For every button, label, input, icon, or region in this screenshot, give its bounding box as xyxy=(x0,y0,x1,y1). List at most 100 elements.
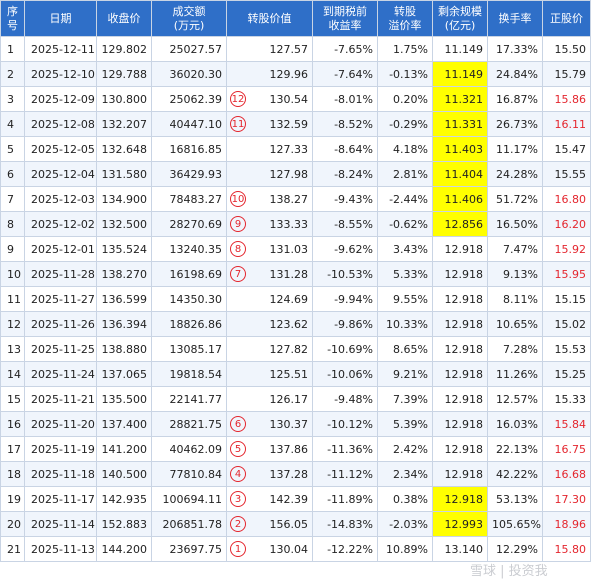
turnover-amount-cell: 78483.27 xyxy=(151,186,227,212)
stock-price-cell: 15.33 xyxy=(542,386,591,412)
ytm-cell: -11.36% xyxy=(312,436,378,462)
conversion-value-cell: 9 133.33 xyxy=(226,211,313,237)
column-header-line1: 转股 xyxy=(394,4,416,18)
stock-price-cell: 16.68 xyxy=(542,461,591,487)
turnover-rate-cell: 24.84% xyxy=(487,61,543,87)
conversion-value-text: 127.98 xyxy=(269,167,309,181)
remaining-size-cell: 11.404 xyxy=(432,161,488,187)
column-header: 到期税前 收益率 xyxy=(312,0,378,37)
turnover-rate-cell: 22.13% xyxy=(487,436,543,462)
table-row: 9 2025-12-01 135.524 13240.35 8 131.03 -9.62% 3… xyxy=(0,236,591,262)
stock-price-cell: 15.80 xyxy=(542,536,591,562)
date-cell: 2025-12-08 xyxy=(24,111,97,137)
premium-cell: 3.43% xyxy=(377,236,433,262)
close-price-cell: 140.500 xyxy=(96,461,152,487)
conversion-value-text: 124.69 xyxy=(269,292,309,306)
remaining-size-cell: 11.149 xyxy=(432,36,488,62)
circled-number-marker: 9 xyxy=(230,216,246,232)
close-price-cell: 136.394 xyxy=(96,311,152,337)
conversion-value-cell: 127.82 xyxy=(226,336,313,362)
premium-cell: 2.34% xyxy=(377,461,433,487)
seq-cell: 12 xyxy=(0,311,25,337)
stock-price-cell: 15.02 xyxy=(542,311,591,337)
conversion-value-text: 130.37 xyxy=(269,417,309,431)
turnover-rate-cell: 105.65% xyxy=(487,511,543,537)
circled-number-marker: 6 xyxy=(230,416,246,432)
conversion-value-cell: 126.17 xyxy=(226,386,313,412)
seq-cell: 20 xyxy=(0,511,25,537)
remaining-size-cell: 12.918 xyxy=(432,261,488,287)
column-header-line2: 号 xyxy=(7,18,18,32)
stock-price-cell: 18.96 xyxy=(542,511,591,537)
stock-price-cell: 17.30 xyxy=(542,486,591,512)
remaining-size-cell: 11.331 xyxy=(432,111,488,137)
turnover-amount-cell: 25027.57 xyxy=(151,36,227,62)
premium-cell: 10.33% xyxy=(377,311,433,337)
table-row: 20 2025-11-14 152.883 206851.78 2 156.05 -14.8… xyxy=(0,511,591,537)
turnover-rate-cell: 42.22% xyxy=(487,461,543,487)
turnover-rate-cell: 11.17% xyxy=(487,136,543,162)
ytm-cell: -11.12% xyxy=(312,461,378,487)
premium-cell: -0.62% xyxy=(377,211,433,237)
premium-cell: 4.18% xyxy=(377,136,433,162)
premium-cell: 9.21% xyxy=(377,361,433,387)
column-header-line1: 日期 xyxy=(49,11,72,25)
circled-number-marker: 1 xyxy=(230,541,246,557)
turnover-amount-cell: 36429.93 xyxy=(151,161,227,187)
turnover-amount-cell: 13085.17 xyxy=(151,336,227,362)
conversion-value-cell: 3 142.39 xyxy=(226,486,313,512)
turnover-amount-cell: 36020.30 xyxy=(151,61,227,87)
turnover-rate-cell: 9.13% xyxy=(487,261,543,287)
seq-cell: 18 xyxy=(0,461,25,487)
date-cell: 2025-11-20 xyxy=(24,411,97,437)
close-price-cell: 132.500 xyxy=(96,211,152,237)
ytm-cell: -12.22% xyxy=(312,536,378,562)
remaining-size-cell: 12.918 xyxy=(432,311,488,337)
date-cell: 2025-12-10 xyxy=(24,61,97,87)
conversion-value-text: 138.27 xyxy=(269,192,309,206)
seq-cell: 10 xyxy=(0,261,25,287)
conversion-value-text: 131.28 xyxy=(269,267,309,281)
date-cell: 2025-12-01 xyxy=(24,236,97,262)
table-row: 3 2025-12-09 130.800 25062.39 12 130.54 -8.01%… xyxy=(0,86,591,112)
close-price-cell: 136.599 xyxy=(96,286,152,312)
column-header-line1: 换手率 xyxy=(498,11,532,25)
table-row: 19 2025-11-17 142.935 100694.11 3 142.39 -11.8… xyxy=(0,486,591,512)
date-cell: 2025-12-05 xyxy=(24,136,97,162)
table-row: 10 2025-11-28 138.270 16198.69 7 131.28 -10.53… xyxy=(0,261,591,287)
premium-cell: 0.20% xyxy=(377,86,433,112)
close-price-cell: 142.935 xyxy=(96,486,152,512)
turnover-rate-cell: 51.72% xyxy=(487,186,543,212)
turnover-rate-cell: 16.03% xyxy=(487,411,543,437)
column-header: 正股价 xyxy=(542,0,591,37)
close-price-cell: 137.400 xyxy=(96,411,152,437)
conversion-value-cell: 7 131.28 xyxy=(226,261,313,287)
stock-price-cell: 15.50 xyxy=(542,36,591,62)
conversion-value-cell: 8 131.03 xyxy=(226,236,313,262)
circled-number-marker: 2 xyxy=(230,516,246,532)
conversion-value-cell: 127.33 xyxy=(226,136,313,162)
conversion-value-text: 123.62 xyxy=(269,317,309,331)
column-header-line2: (亿元) xyxy=(444,18,476,32)
turnover-amount-cell: 28821.75 xyxy=(151,411,227,437)
conversion-value-cell: 127.57 xyxy=(226,36,313,62)
table-row: 21 2025-11-13 144.200 23697.75 1 130.04 -12.22… xyxy=(0,536,591,562)
date-cell: 2025-11-28 xyxy=(24,261,97,287)
premium-cell: -0.13% xyxy=(377,61,433,87)
table-header: 序号日期 收盘价 成交额 (万元) 转股价值 到期税前 收益率 转股 溢价率 剩余规模 (亿元) 换手… xyxy=(0,0,591,37)
conversion-value-text: 125.51 xyxy=(269,367,309,381)
date-cell: 2025-11-24 xyxy=(24,361,97,387)
turnover-amount-cell: 16198.69 xyxy=(151,261,227,287)
conversion-value-text: 130.04 xyxy=(269,542,309,556)
turnover-amount-cell: 18826.86 xyxy=(151,311,227,337)
turnover-amount-cell: 19818.54 xyxy=(151,361,227,387)
turnover-rate-cell: 17.33% xyxy=(487,36,543,62)
seq-cell: 3 xyxy=(0,86,25,112)
premium-cell: 1.75% xyxy=(377,36,433,62)
conversion-value-text: 132.59 xyxy=(269,117,309,131)
column-header-line2: 溢价率 xyxy=(388,18,422,32)
stock-price-cell: 15.79 xyxy=(542,61,591,87)
ytm-cell: -10.06% xyxy=(312,361,378,387)
close-price-cell: 135.524 xyxy=(96,236,152,262)
column-header: 序号 xyxy=(0,0,25,37)
